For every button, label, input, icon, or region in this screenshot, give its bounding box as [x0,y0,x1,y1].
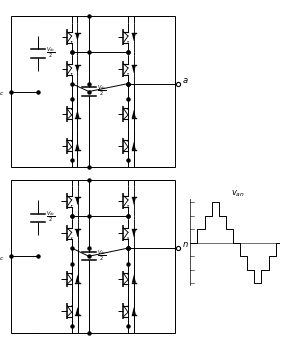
Polygon shape [71,238,72,239]
Text: $\frac{V_{dc}}{2}$: $\frac{V_{dc}}{2}$ [97,249,106,264]
Polygon shape [132,307,136,315]
Polygon shape [71,108,72,110]
Polygon shape [127,140,129,142]
Text: $a$: $a$ [182,76,188,84]
Polygon shape [75,142,80,150]
Polygon shape [132,33,136,41]
Polygon shape [71,140,72,142]
Polygon shape [127,273,129,275]
Polygon shape [75,230,80,238]
Polygon shape [132,230,136,238]
Polygon shape [75,110,80,118]
Polygon shape [132,65,136,73]
Polygon shape [132,197,136,205]
Polygon shape [71,205,72,207]
Polygon shape [75,33,80,41]
Text: $\frac{V_{dc}}{2}$: $\frac{V_{dc}}{2}$ [46,46,56,61]
Text: $v_{an}$: $v_{an}$ [231,188,245,199]
Text: $\frac{V_{dc}}{2}$: $\frac{V_{dc}}{2}$ [46,210,56,225]
Polygon shape [132,142,136,150]
Polygon shape [75,197,80,205]
Polygon shape [71,305,72,307]
Polygon shape [127,108,129,110]
Polygon shape [127,238,129,239]
Polygon shape [127,205,129,207]
Polygon shape [75,275,80,283]
Polygon shape [127,73,129,75]
Text: $\frac{V_{dc}}{2}$: $\frac{V_{dc}}{2}$ [97,84,106,99]
Polygon shape [75,65,80,73]
Polygon shape [127,41,129,43]
Polygon shape [132,110,136,118]
Text: $n$: $n$ [182,240,189,249]
Polygon shape [75,307,80,315]
Polygon shape [71,273,72,275]
Polygon shape [132,275,136,283]
Text: $V_{dc}$: $V_{dc}$ [0,85,4,98]
Polygon shape [71,41,72,43]
Text: $V_{dc}$: $V_{dc}$ [0,250,4,263]
Polygon shape [71,73,72,75]
Polygon shape [127,305,129,307]
